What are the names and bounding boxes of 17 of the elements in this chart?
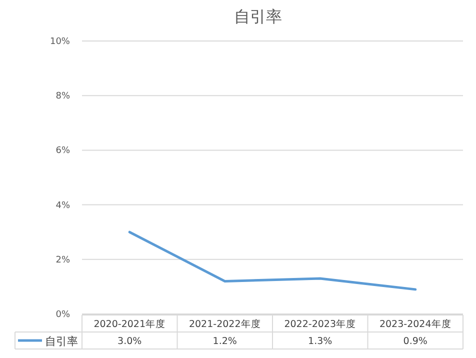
- x-tick-label: 2021-2022年度: [188, 318, 261, 330]
- data-label: 3.0%: [118, 336, 142, 347]
- legend-label: 自引率: [45, 335, 78, 348]
- chart-title: 自引率: [234, 7, 282, 26]
- data-label: 1.2%: [212, 336, 237, 347]
- y-tick-label: 6%: [56, 146, 70, 156]
- y-tick-label: 8%: [56, 92, 70, 102]
- x-tick-label: 2023-2024年度: [379, 318, 452, 330]
- x-tick-label: 2020-2021年度: [94, 318, 166, 330]
- y-tick-label: 2%: [56, 255, 70, 266]
- y-tick-label: 10%: [50, 37, 70, 47]
- y-tick-label: 0%: [56, 310, 70, 320]
- x-tick-label: 2022-2023年度: [284, 318, 356, 330]
- y-tick-label: 4%: [56, 200, 70, 211]
- line-series: [128, 230, 417, 291]
- data-label: 0.9%: [403, 336, 428, 347]
- data-label: 1.3%: [308, 336, 332, 347]
